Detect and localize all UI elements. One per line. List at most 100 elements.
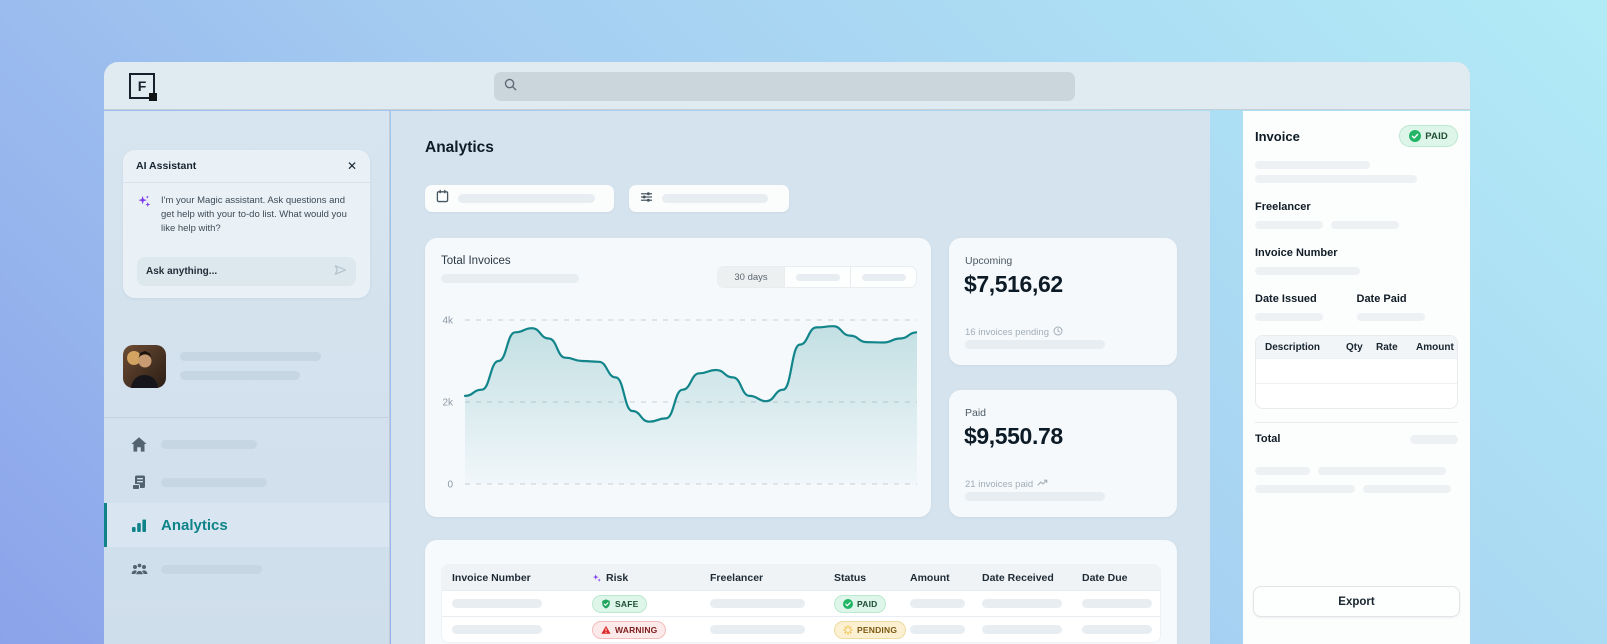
time-range-segmented-control: 30 days (717, 266, 917, 288)
placeholder-bar (180, 352, 321, 361)
segment-30-days[interactable]: 30 days (718, 267, 784, 287)
search-bar[interactable] (494, 72, 1075, 101)
sidebar-item-invoices[interactable] (104, 464, 389, 500)
svg-text:4k: 4k (442, 316, 454, 327)
placeholder-bar (795, 273, 840, 281)
users-icon (130, 561, 148, 578)
line-item-row (1256, 358, 1457, 383)
line-items-header-row: Description Qty Rate Amount (1256, 336, 1457, 358)
logo-letter: F (137, 77, 147, 94)
col-description: Description (1265, 341, 1321, 353)
chart-line-series (463, 325, 919, 423)
invoice-panel-title: Invoice (1255, 128, 1300, 144)
placeholder-bar (1255, 485, 1355, 493)
trend-up-icon (1037, 478, 1048, 490)
col-amount: Amount (910, 571, 950, 584)
placeholder-bar (710, 625, 805, 634)
table-row[interactable]: SAFE PAID (442, 590, 1160, 616)
shield-check-icon (602, 598, 610, 608)
upcoming-stat-card: Upcoming $7,516,62 16 invoices pending (949, 238, 1177, 365)
filters-button[interactable] (629, 185, 789, 212)
col-date-due: Date Due (1082, 571, 1128, 584)
placeholder-bar (982, 599, 1062, 608)
alert-triangle-icon (601, 625, 611, 634)
ai-assistant-title: AI Assistant (136, 160, 197, 172)
check-circle-icon (1409, 130, 1422, 142)
user-profile[interactable] (123, 345, 321, 388)
date-paid-label: Date Paid (1356, 293, 1407, 305)
main-content: Analytics Total Invoices 30 days (391, 111, 1210, 644)
col-invoice-number: Invoice Number (452, 571, 531, 584)
sidebar: AI Assistant ✕ I'm your Magic assistant.… (104, 111, 390, 644)
sparkle-icon (592, 573, 601, 582)
close-icon[interactable]: ✕ (346, 159, 357, 173)
col-freelancer: Freelancer (710, 571, 764, 584)
status-badge-pending: PENDING (834, 620, 907, 639)
stat-label: Upcoming (965, 255, 1013, 267)
svg-text:0: 0 (447, 480, 453, 491)
chart-title: Total Invoices (441, 255, 511, 267)
placeholder-bar (1255, 313, 1323, 321)
invoices-table: Invoice Number Risk Freelancer Status Am… (441, 564, 1161, 643)
app-topbar: F (104, 62, 1470, 110)
sidebar-item-analytics[interactable]: Analytics (104, 503, 389, 547)
date-range-filter-button[interactable] (425, 185, 614, 212)
invoice-status-badge: PAID (1399, 125, 1458, 147)
risk-badge-safe: SAFE (592, 594, 648, 613)
placeholder-bar (1356, 313, 1425, 321)
paid-stat-card: Paid $9,550.78 21 invoices paid (949, 390, 1177, 517)
placeholder-bar (161, 439, 257, 449)
logo-dot (149, 92, 157, 101)
placeholder-bar (1255, 221, 1323, 229)
ai-assistant-message: I'm your Magic assistant. Ask questions … (161, 195, 347, 234)
placeholder-bar (710, 599, 805, 608)
calendar-icon (436, 189, 449, 208)
placeholder-bar (1255, 267, 1360, 275)
placeholder-bar (458, 194, 595, 203)
ai-ask-input[interactable] (146, 266, 328, 277)
sidebar-item-users[interactable] (104, 551, 389, 587)
placeholder-bar (161, 477, 267, 487)
line-chart: 4k 2k 0 (433, 310, 919, 497)
placeholder-bar (1082, 599, 1152, 608)
sidebar-item-home[interactable] (104, 426, 389, 462)
placeholder-bar (861, 273, 906, 281)
placeholder-bar (452, 599, 542, 608)
segment-option-2[interactable] (784, 267, 850, 287)
send-icon[interactable] (334, 263, 347, 281)
check-circle-icon (843, 598, 853, 609)
sidebar-item-label: Analytics (161, 516, 228, 534)
placeholder-bar (180, 371, 300, 380)
freelancer-label: Freelancer (1255, 201, 1311, 213)
table-header-row: Invoice Number Risk Freelancer Status Am… (442, 565, 1160, 590)
col-qty: Qty (1346, 341, 1363, 353)
ai-input-field[interactable] (137, 257, 356, 286)
placeholder-bar (1410, 434, 1458, 444)
divider (104, 417, 389, 418)
stat-label: Paid (965, 407, 987, 419)
chart-area-fill (465, 326, 917, 484)
clock-icon (1053, 326, 1063, 339)
invoices-table-card: Invoice Number Risk Freelancer Status Am… (425, 540, 1177, 644)
table-row[interactable]: WARNING PENDING (442, 616, 1160, 642)
invoice-number-label: Invoice Number (1255, 247, 1338, 259)
segment-option-3[interactable] (850, 267, 916, 287)
col-status: Status (834, 571, 867, 584)
placeholder-bar (1318, 467, 1446, 475)
placeholder-bar (1255, 161, 1370, 169)
export-button[interactable]: Export (1253, 586, 1460, 617)
ai-assistant-panel: AI Assistant ✕ I'm your Magic assistant.… (123, 150, 370, 298)
line-item-row (1256, 383, 1457, 408)
placeholder-bar (1331, 221, 1399, 229)
placeholder-bar (965, 492, 1105, 501)
placeholder-bar (1082, 625, 1152, 634)
app-logo[interactable]: F (129, 72, 157, 101)
pending-spinner-icon (843, 624, 853, 635)
sparkle-icon (137, 194, 152, 235)
placeholder-bar (910, 599, 965, 608)
search-input[interactable] (524, 80, 1065, 93)
placeholder-bar (662, 194, 768, 203)
svg-text:2k: 2k (442, 398, 454, 409)
home-icon (130, 436, 148, 453)
